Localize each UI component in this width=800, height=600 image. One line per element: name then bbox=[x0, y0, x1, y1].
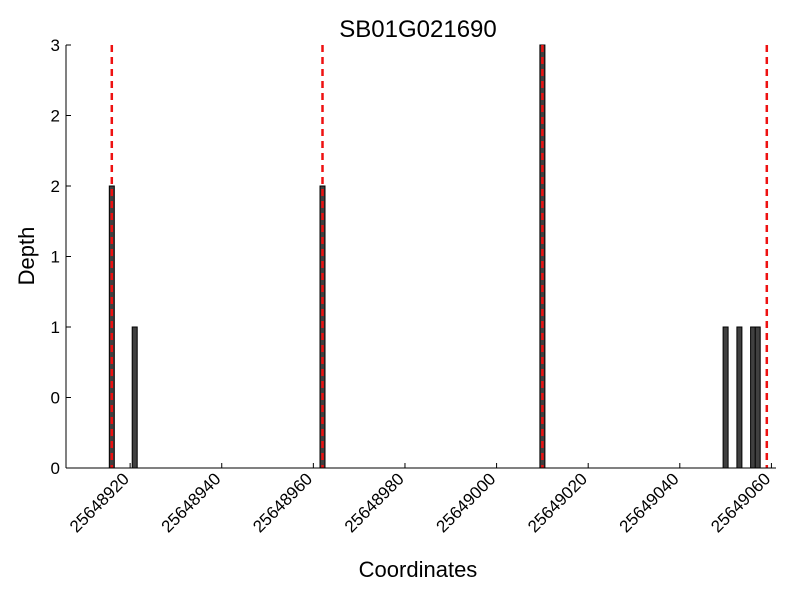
x-tick-label-7: 25649060 bbox=[707, 469, 774, 536]
x-tick-label-4: 25649000 bbox=[432, 469, 499, 536]
plot-area: 0 0 1 1 2 2 3 25648920 25648940 25648960 25648980 2… bbox=[51, 36, 776, 536]
y-tick-label-0: 0 bbox=[51, 459, 60, 478]
bar-5 bbox=[736, 326, 743, 469]
y-tick-label-2: 1 bbox=[51, 318, 60, 337]
bar-4 bbox=[722, 326, 729, 469]
bar-7 bbox=[754, 326, 761, 469]
y-tick-label-5: 2 bbox=[51, 107, 60, 126]
y-axis-label: Depth bbox=[14, 227, 39, 286]
x-tick-label-5: 25649020 bbox=[524, 469, 591, 536]
bar-1 bbox=[131, 326, 138, 469]
x-tick-label-1: 25648940 bbox=[158, 469, 225, 536]
x-axis-label: Coordinates bbox=[359, 557, 478, 582]
y-tick-label-3: 1 bbox=[51, 248, 60, 267]
chart-title: SB01G021690 bbox=[339, 16, 496, 43]
x-tick-label-0: 25648920 bbox=[66, 469, 133, 536]
y-tick-label-1: 0 bbox=[51, 389, 60, 408]
y-tick-label-6: 3 bbox=[51, 36, 60, 55]
y-tick-label-4: 2 bbox=[51, 177, 60, 196]
x-tick-label-3: 25648980 bbox=[341, 469, 408, 536]
x-tick-label-2: 25648960 bbox=[249, 469, 316, 536]
x-tick-label-6: 25649040 bbox=[616, 469, 683, 536]
